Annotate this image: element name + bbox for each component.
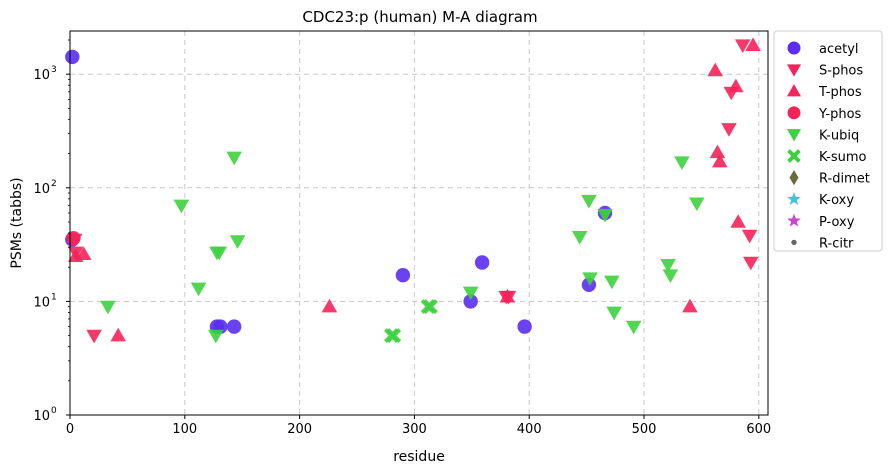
x-axis-label: residue [393,449,445,465]
point-s-phos [741,229,758,244]
point-k-ubiq [662,269,679,284]
y-axis-label: PSMs (tabbs) [9,177,25,268]
point-t-phos [707,62,723,77]
legend-label: T-phos [818,85,862,100]
point-k-ubiq [581,194,597,209]
point-s-phos [721,123,737,137]
point-acetyl [474,255,490,270]
legend-label: R-dimet [819,172,870,187]
x-tick-label: 600 [746,422,771,437]
point-acetyl [65,49,80,65]
point-k-ubiq [190,282,207,297]
point-acetyl [517,319,532,334]
point-k-ubiq [100,300,116,315]
legend-label: P-oxy [819,215,855,230]
legend-marker-p-oxy [787,213,801,227]
point-t-phos [499,288,516,303]
grid-lines [70,31,768,415]
legend-marker-y-phos [787,106,801,120]
point-k-ubiq [582,272,598,287]
y-tick-exponent: 2 [51,179,57,189]
legend-marker-t-phos [786,84,802,97]
x-tick-label: 200 [287,422,312,437]
point-t-phos [745,37,761,51]
legend-label: S-phos [819,64,863,79]
point-k-ubiq [625,320,642,335]
legend-frame [773,30,883,252]
point-k-ubiq [606,306,622,321]
point-t-phos [321,298,338,313]
legend-marker-k-ubiq [786,129,802,142]
y-tick-exponent: 0 [51,406,57,416]
y-tick-exponent: 3 [51,65,57,75]
point-k-ubiq [207,329,224,344]
legend-marker-acetyl [787,41,801,55]
point-acetyl [395,268,411,283]
y-tick-label: 10 [33,182,50,197]
x-tick-label: 0 [66,422,74,437]
point-t-phos [709,144,726,159]
point-k-ubiq [229,235,246,249]
point-t-phos [75,246,92,261]
legend-label: K-oxy [819,193,854,208]
legend-marker-r-dimet [789,169,799,186]
point-k-ubiq [674,156,690,170]
x-tick-label: 500 [632,422,657,437]
legend-label: K-ubiq [819,128,859,143]
point-k-sumo [423,299,438,315]
point-k-ubiq [226,151,242,166]
point-t-phos [110,327,127,342]
legend-marker-r-citr [791,239,797,246]
point-t-phos [682,298,698,313]
x-tick-label: 400 [517,422,542,437]
plot-frame [69,30,769,416]
point-k-ubiq [173,199,190,214]
x-tick-label: 300 [402,422,427,437]
y-tick-label: 10 [33,409,50,424]
y-tick-label: 10 [33,295,50,310]
legend-label: K-sumo [819,150,867,165]
y-tick-exponent: 1 [51,292,57,302]
data-points [65,37,761,344]
legend-marker-s-phos [786,64,802,77]
x-tick-label: 100 [172,422,197,437]
legend-label: acetyl [819,42,859,57]
point-acetyl [226,319,242,334]
legend-label: R-citr [819,236,854,251]
point-k-ubiq [597,208,613,223]
point-k-sumo [386,328,402,344]
point-k-ubiq [571,231,588,245]
point-k-ubiq [211,246,228,261]
point-k-ubiq [660,258,676,273]
point-s-phos [86,329,102,344]
y-tick-label: 10 [33,68,50,83]
point-k-ubiq [462,286,479,301]
point-k-ubiq [604,275,620,290]
legend-marker-k-sumo [787,149,801,163]
legend-label: Y-phos [818,107,862,122]
point-s-phos [734,39,751,53]
point-s-phos [742,256,759,271]
point-t-phos [730,214,746,228]
point-t-phos [711,153,728,168]
legend: acetyl S-phos T-phos Y-phos K-ubiq K-sumo R-di… [773,30,883,252]
x-axis-ticks: 0 100 200 300 400 500 600 [66,415,771,437]
point-acetyl [463,294,478,309]
legend-marker-k-oxy [787,192,801,206]
chart-title: CDC23:p (human) M-A diagram [302,8,537,26]
point-k-ubiq [689,197,705,212]
point-t-phos [728,78,744,93]
